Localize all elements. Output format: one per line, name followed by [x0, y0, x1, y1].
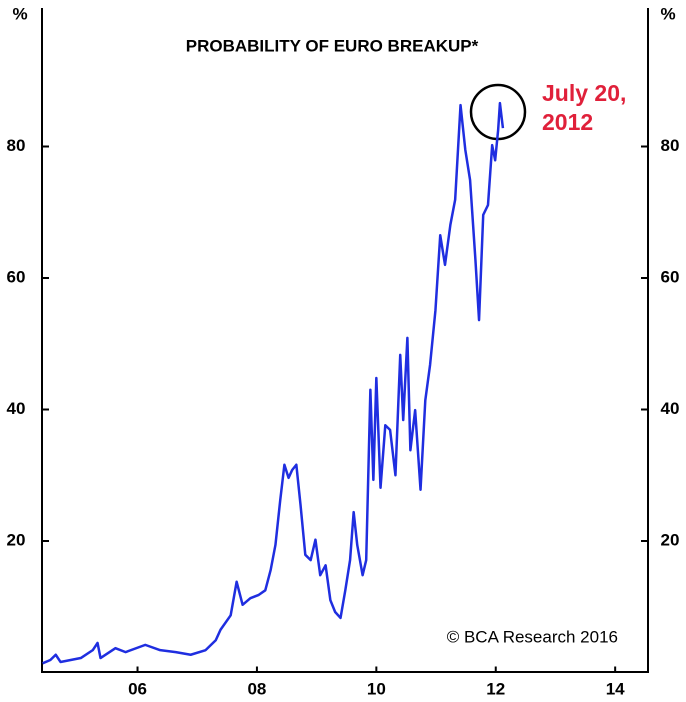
- annotation: July 20,: [542, 80, 626, 106]
- x-tick-label: 12: [486, 679, 505, 698]
- y-tick-label: 60: [7, 267, 26, 286]
- plot-frame: [41, 8, 649, 673]
- x-tick-label: 06: [128, 679, 147, 698]
- x-tick-label: 08: [247, 679, 266, 698]
- y-tick-label: 20: [7, 530, 26, 549]
- y-axis-label: %: [12, 4, 27, 23]
- y2-tick-label: 20: [661, 530, 680, 549]
- y2-tick-label: 80: [661, 136, 680, 155]
- chart-title: PROBABILITY OF EURO BREAKUP*: [186, 36, 479, 55]
- y2-tick-label: 40: [661, 399, 680, 418]
- y2-axis-label: %: [660, 4, 675, 23]
- source-note: © BCA Research 2016: [447, 627, 618, 646]
- y-tick-label: 80: [7, 136, 26, 155]
- x-tick-label: 14: [606, 679, 625, 698]
- x-tick-label: 10: [367, 679, 386, 698]
- y-tick-label: 40: [7, 399, 26, 418]
- annotation: 2012: [542, 109, 593, 135]
- y2-tick-label: 60: [661, 267, 680, 286]
- data-line: [42, 101, 505, 665]
